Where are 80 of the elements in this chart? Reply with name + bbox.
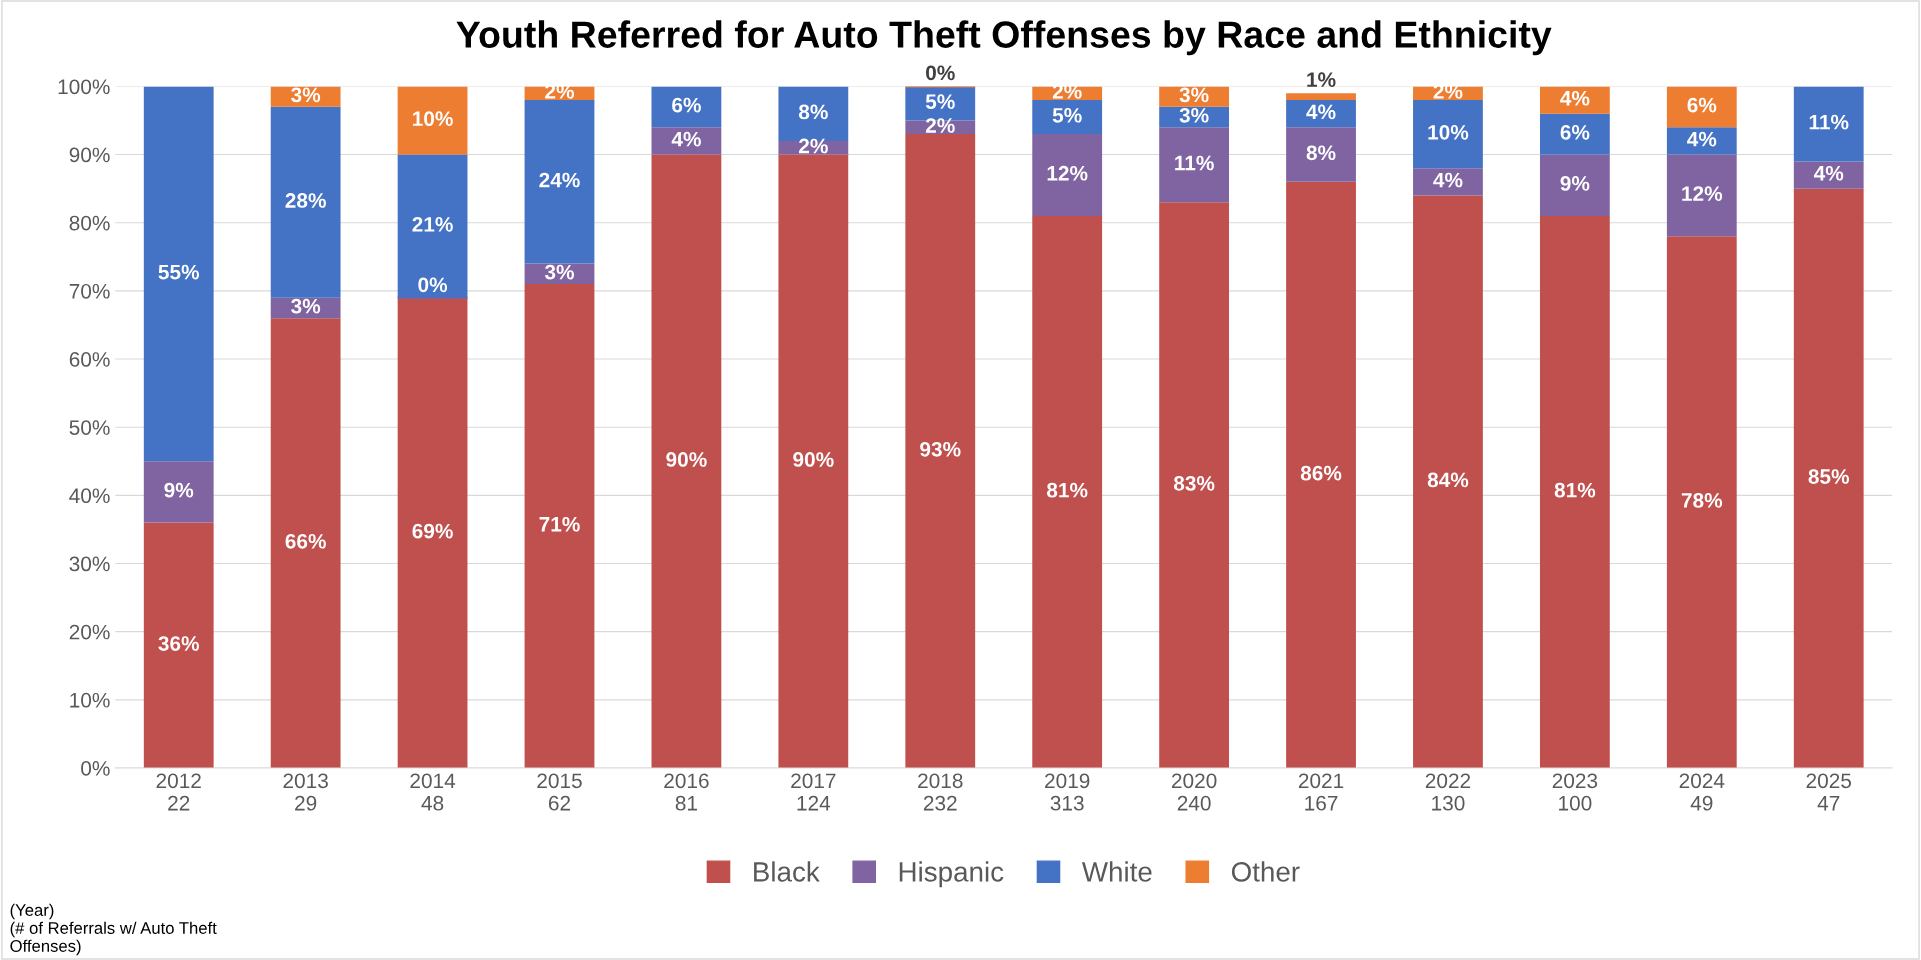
data-label: 81% (1554, 482, 1596, 498)
data-label: 6% (1687, 97, 1717, 113)
y-tick-label: 80% (69, 215, 110, 231)
data-label: 6% (1560, 124, 1590, 140)
chart-title: Youth Referred for Auto Theft Offenses by Race and Ethnicity (456, 20, 1552, 56)
data-label: 71% (539, 516, 580, 532)
data-label: 85% (1808, 469, 1850, 484)
x-tick-label: 2012 22 (156, 773, 201, 811)
data-label: 3% (291, 298, 321, 314)
legend-label: Hispanic (899, 861, 1004, 888)
data-label: 2% (799, 138, 828, 154)
data-label: 90% (666, 452, 707, 467)
data-label: 28% (285, 193, 326, 208)
data-label: 55% (158, 264, 200, 280)
legend-label: Other (1231, 861, 1300, 882)
data-label: 11% (1175, 155, 1214, 171)
data-label: 9% (164, 482, 194, 498)
data-label: 81% (1047, 482, 1088, 498)
data-label: 4% (1306, 104, 1336, 120)
data-label: 4% (1687, 131, 1717, 147)
y-tick-label: 10% (70, 692, 110, 708)
x-tick-label: 2022 130 (1425, 773, 1471, 811)
legend-label: White (1081, 861, 1152, 882)
legend-label: Black (754, 861, 820, 882)
data-label: 6% (672, 97, 701, 113)
data-label: 66% (285, 533, 326, 549)
data-label: 78% (1681, 493, 1723, 508)
y-tick-label: 100% (58, 79, 110, 95)
x-tick-label: 2019 313 (1045, 773, 1090, 811)
data-label: 0% (926, 65, 955, 81)
y-tick-label: 40% (69, 488, 110, 504)
x-tick-label: 2015 62 (537, 773, 582, 811)
data-label: 9% (1560, 176, 1590, 191)
data-label: 90% (793, 452, 834, 467)
data-label: 1% (1307, 72, 1336, 88)
data-label: 24% (539, 172, 580, 188)
x-tick-label: 2024 49 (1679, 773, 1725, 811)
data-label: 11% (1809, 114, 1849, 130)
data-label: 8% (798, 104, 828, 120)
y-tick-label: 20% (69, 624, 110, 640)
data-label: 84% (1427, 472, 1469, 488)
data-label: 4% (671, 131, 701, 147)
data-label: 93% (920, 441, 961, 457)
data-label: 69% (412, 523, 453, 539)
x-tick-label: 2017 124 (791, 773, 836, 811)
data-label: 86% (1300, 465, 1342, 481)
data-label: 3% (1179, 107, 1209, 123)
y-tick-label: 60% (69, 352, 110, 367)
data-label: 10% (413, 111, 453, 127)
text: (Year) (# of Referrals w/ Auto Theft Offenses) (10, 903, 217, 956)
data-label: 83% (1173, 475, 1215, 491)
data-label: 0% (418, 277, 448, 293)
y-tick-label: 50% (69, 420, 110, 435)
x-tick-label: 2020 240 (1171, 773, 1217, 811)
x-tick-label: 2018 232 (918, 773, 963, 811)
data-label: 3% (291, 87, 321, 103)
data-label: 3% (544, 264, 574, 280)
y-tick-label: 90% (69, 147, 110, 163)
data-label: 8% (1306, 145, 1336, 161)
data-label: 10% (1428, 124, 1469, 140)
x-tick-label: 2016 81 (664, 773, 709, 811)
y-tick-label: 0% (81, 761, 110, 776)
data-label: 4% (1813, 165, 1844, 181)
data-label: 12% (1682, 186, 1723, 202)
y-tick-label: 30% (69, 556, 110, 572)
y-tick-label: 70% (69, 283, 110, 299)
x-tick-label: 2013 29 (283, 773, 328, 811)
data-label: 21% (412, 216, 453, 232)
data-label: 4% (1560, 90, 1590, 106)
data-label: 5% (1052, 107, 1082, 123)
data-label: 12% (1047, 165, 1088, 181)
x-tick-label: 2023 100 (1552, 773, 1598, 811)
x-tick-label: 2021 167 (1298, 773, 1344, 811)
data-label: 5% (925, 94, 955, 110)
data-label: 36% (158, 636, 200, 651)
data-label: 4% (1433, 172, 1463, 188)
data-label: 2% (925, 118, 955, 133)
x-tick-label: 2025 47 (1806, 773, 1852, 811)
x-tick-label: 2014 48 (410, 773, 456, 811)
data-label: 3% (1179, 87, 1209, 103)
